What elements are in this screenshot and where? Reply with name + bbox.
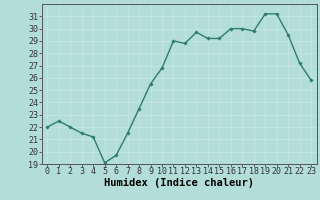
X-axis label: Humidex (Indice chaleur): Humidex (Indice chaleur) xyxy=(104,178,254,188)
